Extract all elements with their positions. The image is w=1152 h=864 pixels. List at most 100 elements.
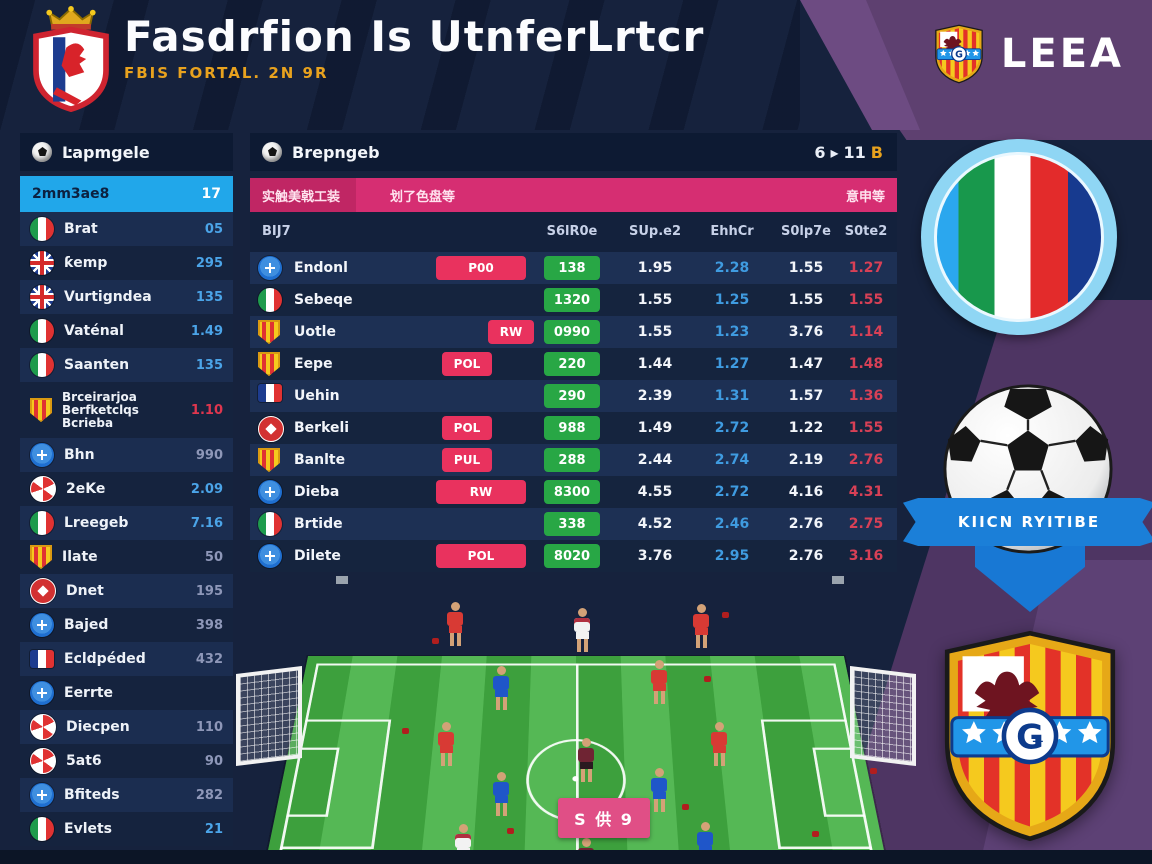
odds-value[interactable]: 2.74 <box>714 452 750 468</box>
score-badge: 8300 <box>544 480 600 504</box>
match-action-button[interactable]: P00 <box>436 256 526 280</box>
odds-value[interactable]: 2.44 <box>637 452 673 468</box>
odds-value[interactable]: 3.76 <box>788 324 824 340</box>
match-row[interactable]: Uotle RW 0990 1.55 1.23 3.76 1.14 <box>250 316 897 348</box>
odds-value[interactable]: 1.57 <box>788 388 824 404</box>
sidebar-item[interactable]: Vaténal 1.49 <box>20 314 233 348</box>
filter-bar-segment <box>250 178 356 212</box>
italy-flag-icon <box>30 217 54 241</box>
sidebar-item-label: Lreegeb <box>64 514 129 531</box>
odds-value[interactable]: 1.55 <box>788 260 824 276</box>
sidebar-item[interactable]: Evlets 21 <box>20 812 233 846</box>
sidebar-item[interactable]: ƙemp 295 <box>20 246 233 280</box>
odds-value[interactable]: 1.22 <box>788 420 824 436</box>
odds-value[interactable]: 1.31 <box>714 388 750 404</box>
odds-value[interactable]: 2.76 <box>788 548 824 564</box>
odds-value[interactable]: 4.16 <box>788 484 824 500</box>
odds-value[interactable]: 1.55 <box>637 324 673 340</box>
crest-ico-icon <box>258 352 280 376</box>
page-subtitle: FBIS FORTAL. 2N 9R <box>124 64 329 82</box>
odds-value[interactable]: 1.55 <box>848 420 884 436</box>
odds-value[interactable]: 1.23 <box>714 324 750 340</box>
match-action-button[interactable]: RW <box>488 320 534 344</box>
odds-value[interactable]: 4.52 <box>637 516 673 532</box>
crest-ico-icon <box>30 398 52 422</box>
odds-value[interactable]: 2.72 <box>714 420 750 436</box>
sidebar-item-value: 295 <box>195 255 223 271</box>
filter-bar[interactable]: 实触美戟工装 划了色盘等 意申等 <box>250 178 897 212</box>
match-team-name: Sebeqe <box>294 292 353 308</box>
player-figure <box>650 768 668 812</box>
sidebar-item[interactable]: Bfiteds 282 <box>20 778 233 812</box>
odds-value[interactable]: 2.75 <box>848 516 884 532</box>
sidebar-item[interactable]: Vurtigndea 135 <box>20 280 233 314</box>
odds-value[interactable]: 2.95 <box>714 548 750 564</box>
player-figure <box>492 666 510 710</box>
match-row[interactable]: Berkeli POL 988 1.49 2.72 1.22 1.55 <box>250 412 897 444</box>
match-row[interactable]: Banlte PUL 288 2.44 2.74 2.19 2.76 <box>250 444 897 476</box>
odds-value[interactable]: 1.27 <box>714 356 750 372</box>
sidebar-item[interactable]: Ilate 50 <box>20 540 233 574</box>
match-row[interactable]: Endonl P00 138 1.95 2.28 1.55 1.27 <box>250 252 897 284</box>
odds-value[interactable]: 2.46 <box>714 516 750 532</box>
odds-value[interactable]: 1.44 <box>637 356 673 372</box>
match-row[interactable]: Eepe POL 220 1.44 1.27 1.47 1.48 <box>250 348 897 380</box>
odds-value[interactable]: 2.76 <box>788 516 824 532</box>
odds-value[interactable]: 1.47 <box>788 356 824 372</box>
match-row[interactable]: Dilete POL 8020 3.76 2.95 2.76 3.16 <box>250 540 897 572</box>
odds-value[interactable]: 4.55 <box>637 484 673 500</box>
sidebar-item[interactable]: Bhn 990 <box>20 438 233 472</box>
odds-value[interactable]: 1.48 <box>848 356 884 372</box>
filter-label-center: 划了色盘等 <box>390 189 456 205</box>
sidebar-item[interactable]: Diecpen 110 <box>20 710 233 744</box>
match-counter: 6 ▸ 11 B <box>814 133 883 171</box>
match-row[interactable]: Dieba RW 8300 4.55 2.72 4.16 4.31 <box>250 476 897 508</box>
blue-badge-icon <box>258 480 282 504</box>
sidebar-item[interactable]: 5at6 90 <box>20 744 233 778</box>
filter-label-left: 实触美戟工装 <box>262 189 341 205</box>
odds-value[interactable]: 2.76 <box>848 452 884 468</box>
sidebar-item[interactable]: Lreegeb 7.16 <box>20 506 233 540</box>
odds-value[interactable]: 2.39 <box>637 388 673 404</box>
odds-value[interactable]: 4.31 <box>848 484 884 500</box>
odds-value[interactable]: 1.55 <box>848 292 884 308</box>
sidebar-item[interactable]: 2eKe 2.09 <box>20 472 233 506</box>
sidebar-item[interactable]: Dnet 195 <box>20 574 233 608</box>
match-action-button[interactable]: POL <box>436 544 526 568</box>
odds-value[interactable]: 1.25 <box>714 292 750 308</box>
filter-label-right: 意申等 <box>845 189 885 205</box>
odds-value[interactable]: 1.27 <box>848 260 884 276</box>
sidebar-item[interactable]: Ecldpéded 432 <box>20 642 233 676</box>
sidebar-item[interactable]: Brat 05 <box>20 212 233 246</box>
italy-flag-icon <box>30 817 54 841</box>
player-figure <box>577 738 595 782</box>
bottom-strip <box>0 850 1152 864</box>
sidebar-item[interactable]: Eerrte <box>20 676 233 710</box>
odds-value[interactable]: 2.72 <box>714 484 750 500</box>
match-row[interactable]: Uehin 290 2.39 1.31 1.57 1.36 <box>250 380 897 412</box>
match-action-button[interactable]: POL <box>442 352 492 376</box>
sidebar-item[interactable]: Brceirarjoa Berfketclqs Bcrieba 1.10 <box>20 382 233 438</box>
odds-value[interactable]: 1.49 <box>637 420 673 436</box>
sidebar-item-value: 50 <box>204 549 223 565</box>
player-figure <box>437 722 455 766</box>
sidebar-item[interactable]: Bajed 398 <box>20 608 233 642</box>
sidebar-item-selected[interactable]: 2mm3ae8 17 <box>20 176 233 212</box>
odds-value[interactable]: 2.19 <box>788 452 824 468</box>
score-badge: 1320 <box>544 288 600 312</box>
odds-value[interactable]: 1.14 <box>848 324 884 340</box>
match-action-button[interactable]: POL <box>442 416 492 440</box>
odds-value[interactable]: 3.16 <box>848 548 884 564</box>
odds-value[interactable]: 3.76 <box>637 548 673 564</box>
odds-value[interactable]: 1.55 <box>788 292 824 308</box>
odds-value[interactable]: 2.28 <box>714 260 750 276</box>
sidebar-item[interactable]: Saanten 135 <box>20 348 233 382</box>
odds-value[interactable]: 1.36 <box>848 388 884 404</box>
match-action-button[interactable]: RW <box>436 480 526 504</box>
match-team-name: Uehin <box>294 388 340 404</box>
odds-value[interactable]: 1.55 <box>637 292 673 308</box>
match-action-button[interactable]: PUL <box>442 448 492 472</box>
match-row[interactable]: Brtide 338 4.52 2.46 2.76 2.75 <box>250 508 897 540</box>
odds-value[interactable]: 1.95 <box>637 260 673 276</box>
match-row[interactable]: Sebeqe 1320 1.55 1.25 1.55 1.55 <box>250 284 897 316</box>
